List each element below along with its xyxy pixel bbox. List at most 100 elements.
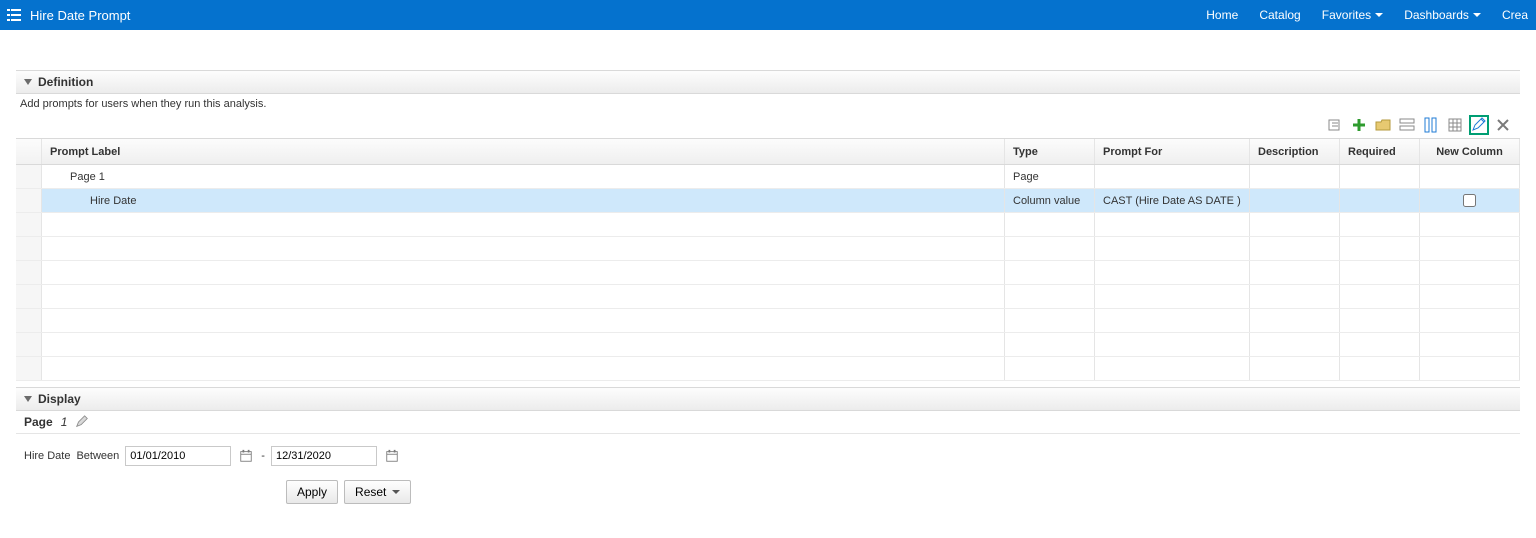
display-title: Display (38, 392, 81, 406)
open-folder-icon[interactable] (1374, 116, 1392, 134)
definition-panel: Definition Add prompts for users when th… (16, 70, 1520, 381)
edit-prompt-icon[interactable] (1470, 116, 1488, 134)
reset-button[interactable]: Reset (344, 480, 411, 504)
table-row-empty (16, 237, 1520, 261)
row-handle (16, 237, 42, 260)
table-header: Prompt Label Type Prompt For Description… (16, 139, 1520, 165)
cell-empty (1420, 285, 1520, 308)
cell-empty (1250, 237, 1340, 260)
cell-empty (1420, 357, 1520, 380)
apply-button[interactable]: Apply (286, 480, 338, 504)
definition-header[interactable]: Definition (16, 70, 1520, 94)
table-row-empty (16, 357, 1520, 381)
col-description[interactable]: Description (1250, 139, 1340, 164)
cell-empty (1420, 237, 1520, 260)
row-layout-icon[interactable] (1398, 116, 1416, 134)
display-header[interactable]: Display (16, 387, 1520, 411)
calendar-from-icon[interactable] (237, 447, 255, 465)
cell-description (1250, 165, 1340, 188)
col-prompt-label[interactable]: Prompt Label (42, 139, 1005, 164)
app-list-icon[interactable] (6, 7, 22, 23)
col-type[interactable]: Type (1005, 139, 1095, 164)
cell-empty (1250, 357, 1340, 380)
row-handle[interactable] (16, 165, 42, 188)
edit-page-icon[interactable] (75, 415, 89, 429)
cell-empty (1420, 213, 1520, 236)
hire-date-prompt-row: Hire Date Between - (24, 446, 1512, 466)
col-required[interactable]: Required (1340, 139, 1420, 164)
cell-empty (1250, 261, 1340, 284)
cell-empty (1095, 261, 1250, 284)
cell-prompt-for: CAST (Hire Date AS DATE ) (1095, 189, 1250, 212)
page-label: Page (24, 415, 53, 429)
row-handle (16, 357, 42, 380)
cell-empty (42, 309, 1005, 332)
top-nav: Home Catalog Favorites Dashboards Crea (1188, 8, 1528, 22)
row-handle (16, 261, 42, 284)
cell-empty (1420, 309, 1520, 332)
display-body: Hire Date Between - Apply Reset (16, 434, 1520, 512)
cell-empty (42, 285, 1005, 308)
definition-toolbar (16, 110, 1520, 138)
cell-empty (1250, 213, 1340, 236)
cell-empty (1250, 333, 1340, 356)
nav-favorites[interactable]: Favorites (1322, 8, 1383, 22)
display-panel: Display Page 1 Hire Date Between - Apply… (16, 387, 1520, 512)
column-layout-icon[interactable] (1422, 116, 1440, 134)
table-row-empty (16, 213, 1520, 237)
cell-empty (42, 213, 1005, 236)
nav-home[interactable]: Home (1206, 8, 1238, 22)
chevron-down-icon (392, 490, 400, 494)
cell-empty (42, 237, 1005, 260)
cell-empty (1005, 285, 1095, 308)
prompts-table: Prompt Label Type Prompt For Description… (16, 138, 1520, 381)
table-row[interactable]: Hire DateColumn valueCAST (Hire Date AS … (16, 189, 1520, 213)
page-strip: Page 1 (16, 411, 1520, 434)
prompt-field-label: Hire Date (24, 450, 70, 462)
row-handle (16, 333, 42, 356)
add-prompt-icon[interactable] (1350, 116, 1368, 134)
disclosure-triangle-icon (24, 79, 32, 85)
cell-prompt-label: Hire Date (42, 189, 1005, 212)
col-prompt-for[interactable]: Prompt For (1095, 139, 1250, 164)
date-from-input[interactable] (125, 446, 231, 466)
page-title: Hire Date Prompt (30, 8, 130, 23)
cell-type: Page (1005, 165, 1095, 188)
row-handle (16, 309, 42, 332)
calendar-to-icon[interactable] (383, 447, 401, 465)
chevron-down-icon (1473, 13, 1481, 17)
date-to-input[interactable] (271, 446, 377, 466)
cell-new-column (1420, 189, 1520, 212)
properties-icon[interactable] (1446, 116, 1464, 134)
new-column-checkbox[interactable] (1463, 194, 1476, 207)
cell-description (1250, 189, 1340, 212)
row-handle[interactable] (16, 189, 42, 212)
table-row-empty (16, 333, 1520, 357)
cell-empty (1340, 285, 1420, 308)
nav-create[interactable]: Crea (1502, 8, 1528, 22)
cell-empty (1095, 333, 1250, 356)
cell-empty (1005, 309, 1095, 332)
cell-empty (1095, 357, 1250, 380)
cell-empty (1005, 237, 1095, 260)
page-number: 1 (61, 415, 68, 429)
open-prompt-icon[interactable] (1326, 116, 1344, 134)
col-new-column[interactable]: New Column (1420, 139, 1520, 164)
cell-empty (1005, 357, 1095, 380)
nav-catalog[interactable]: Catalog (1259, 8, 1300, 22)
cell-empty (42, 333, 1005, 356)
cell-empty (1005, 213, 1095, 236)
cell-empty (1340, 261, 1420, 284)
cell-empty (1005, 261, 1095, 284)
row-handle (16, 285, 42, 308)
cell-empty (1095, 285, 1250, 308)
table-row[interactable]: Page 1Page (16, 165, 1520, 189)
prompt-operator: Between (76, 450, 119, 462)
nav-dashboards[interactable]: Dashboards (1404, 8, 1481, 22)
cell-empty (1340, 309, 1420, 332)
cell-empty (1340, 237, 1420, 260)
cell-empty (42, 357, 1005, 380)
cell-empty (1250, 285, 1340, 308)
topbar: Hire Date Prompt Home Catalog Favorites … (0, 0, 1536, 30)
delete-prompt-icon[interactable] (1494, 116, 1512, 134)
